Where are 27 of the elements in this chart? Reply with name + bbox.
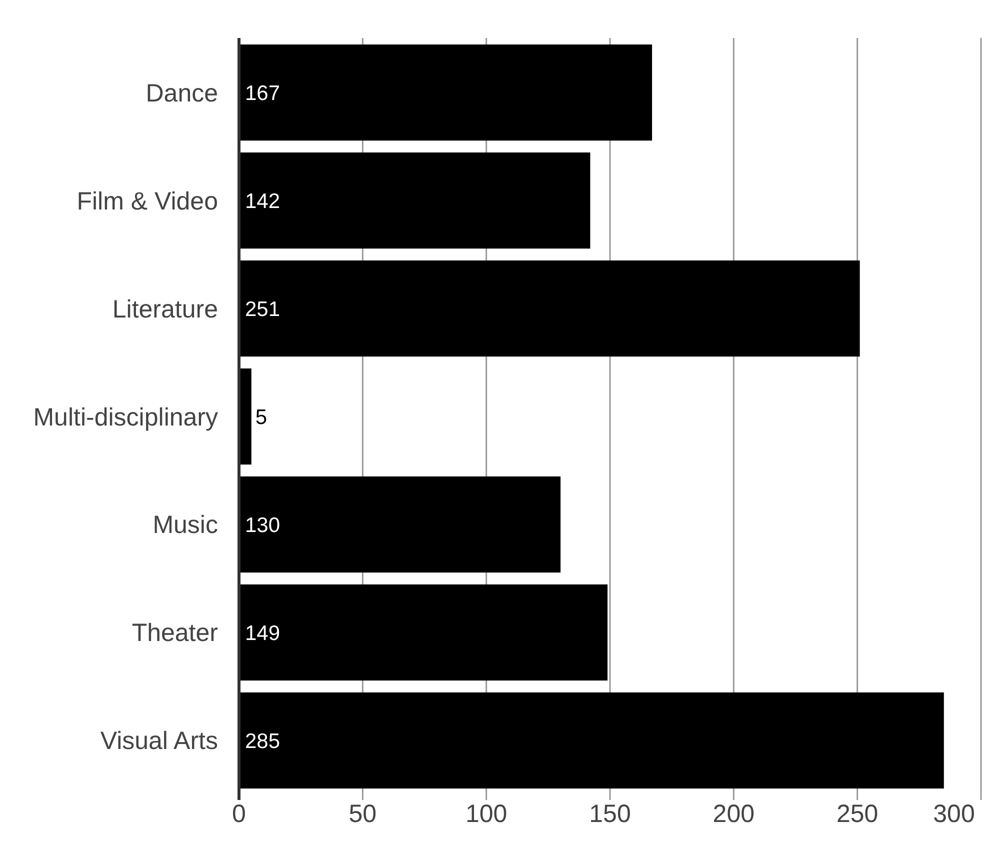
bar [239, 584, 608, 681]
y-tick-label: Dance [146, 79, 218, 108]
bar [239, 260, 860, 357]
y-tick-label: Multi-disciplinary [33, 403, 218, 432]
bar [239, 44, 652, 141]
y-tick-label: Music [152, 511, 218, 540]
x-tick-label: 150 [589, 800, 631, 828]
data-label: 167 [245, 82, 280, 105]
data-label: 5 [255, 406, 268, 429]
data-label: 142 [245, 190, 280, 213]
y-tick-label: Literature [112, 295, 218, 324]
bar [239, 152, 590, 249]
data-label: 149 [245, 622, 280, 645]
data-label: 130 [245, 514, 280, 537]
y-tick-label: Film & Video [76, 187, 218, 216]
data-label: 285 [245, 730, 280, 753]
x-tick-label: 250 [836, 800, 878, 828]
data-label: 251 [245, 298, 280, 321]
bar [239, 692, 944, 789]
x-tick-label: 0 [232, 800, 246, 828]
x-tick-label: 50 [348, 800, 377, 828]
x-tick-label: 100 [465, 800, 508, 828]
y-tick-label: Theater [132, 619, 218, 648]
x-tick-label: 300 [933, 800, 975, 828]
bar [239, 476, 561, 573]
y-tick-label: Visual Arts [100, 727, 218, 756]
x-tick-label: 200 [712, 800, 755, 828]
